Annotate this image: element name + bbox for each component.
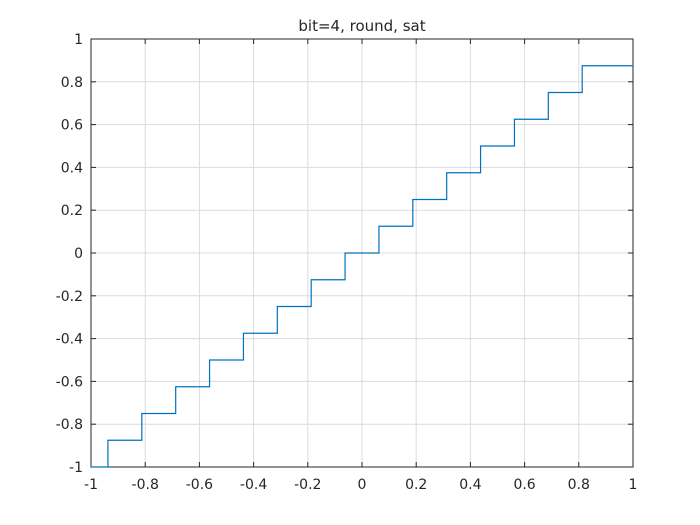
y-tick-label: 0 [74, 246, 83, 262]
x-tick-label: -0.8 [132, 477, 159, 493]
y-tick-labels: -1 -0.8 -0.6 -0.4 -0.2 0 0.2 0.4 0.6 0.8 1 [56, 32, 83, 476]
y-tick-label: -0.6 [56, 374, 83, 390]
y-tick-label: 0.2 [61, 203, 83, 219]
y-tick-label: 0.8 [61, 75, 83, 91]
x-tick-label: -0.4 [240, 477, 267, 493]
series-group [91, 65, 633, 468]
y-tick-label: -0.4 [56, 332, 83, 348]
y-tick-label: 0.4 [61, 160, 83, 176]
x-tick-labels: -1 -0.8 -0.6 -0.4 -0.2 0 0.2 0.4 0.6 0.8 1 [84, 477, 637, 493]
series-line [91, 65, 633, 468]
x-tick-label: -1 [84, 477, 98, 493]
x-tick-label: 0.4 [459, 477, 481, 493]
x-tick-label: 0 [358, 477, 367, 493]
y-tick-label: -0.8 [56, 417, 83, 433]
x-tick-label: 1 [629, 477, 638, 493]
y-tick-label: -0.2 [56, 289, 83, 305]
x-tick-label: 0.6 [513, 477, 535, 493]
x-tick-label: 0.2 [405, 477, 427, 493]
y-tick-label: -1 [69, 460, 83, 476]
y-tick-label: 1 [74, 32, 83, 48]
axis-ticks [90, 38, 634, 468]
x-tick-label: 0.8 [568, 477, 590, 493]
x-tick-label: -0.2 [294, 477, 321, 493]
y-tick-label: 0.6 [61, 118, 83, 134]
x-tick-label: -0.6 [186, 477, 213, 493]
chart-title: bit=4, round, sat [298, 17, 425, 35]
